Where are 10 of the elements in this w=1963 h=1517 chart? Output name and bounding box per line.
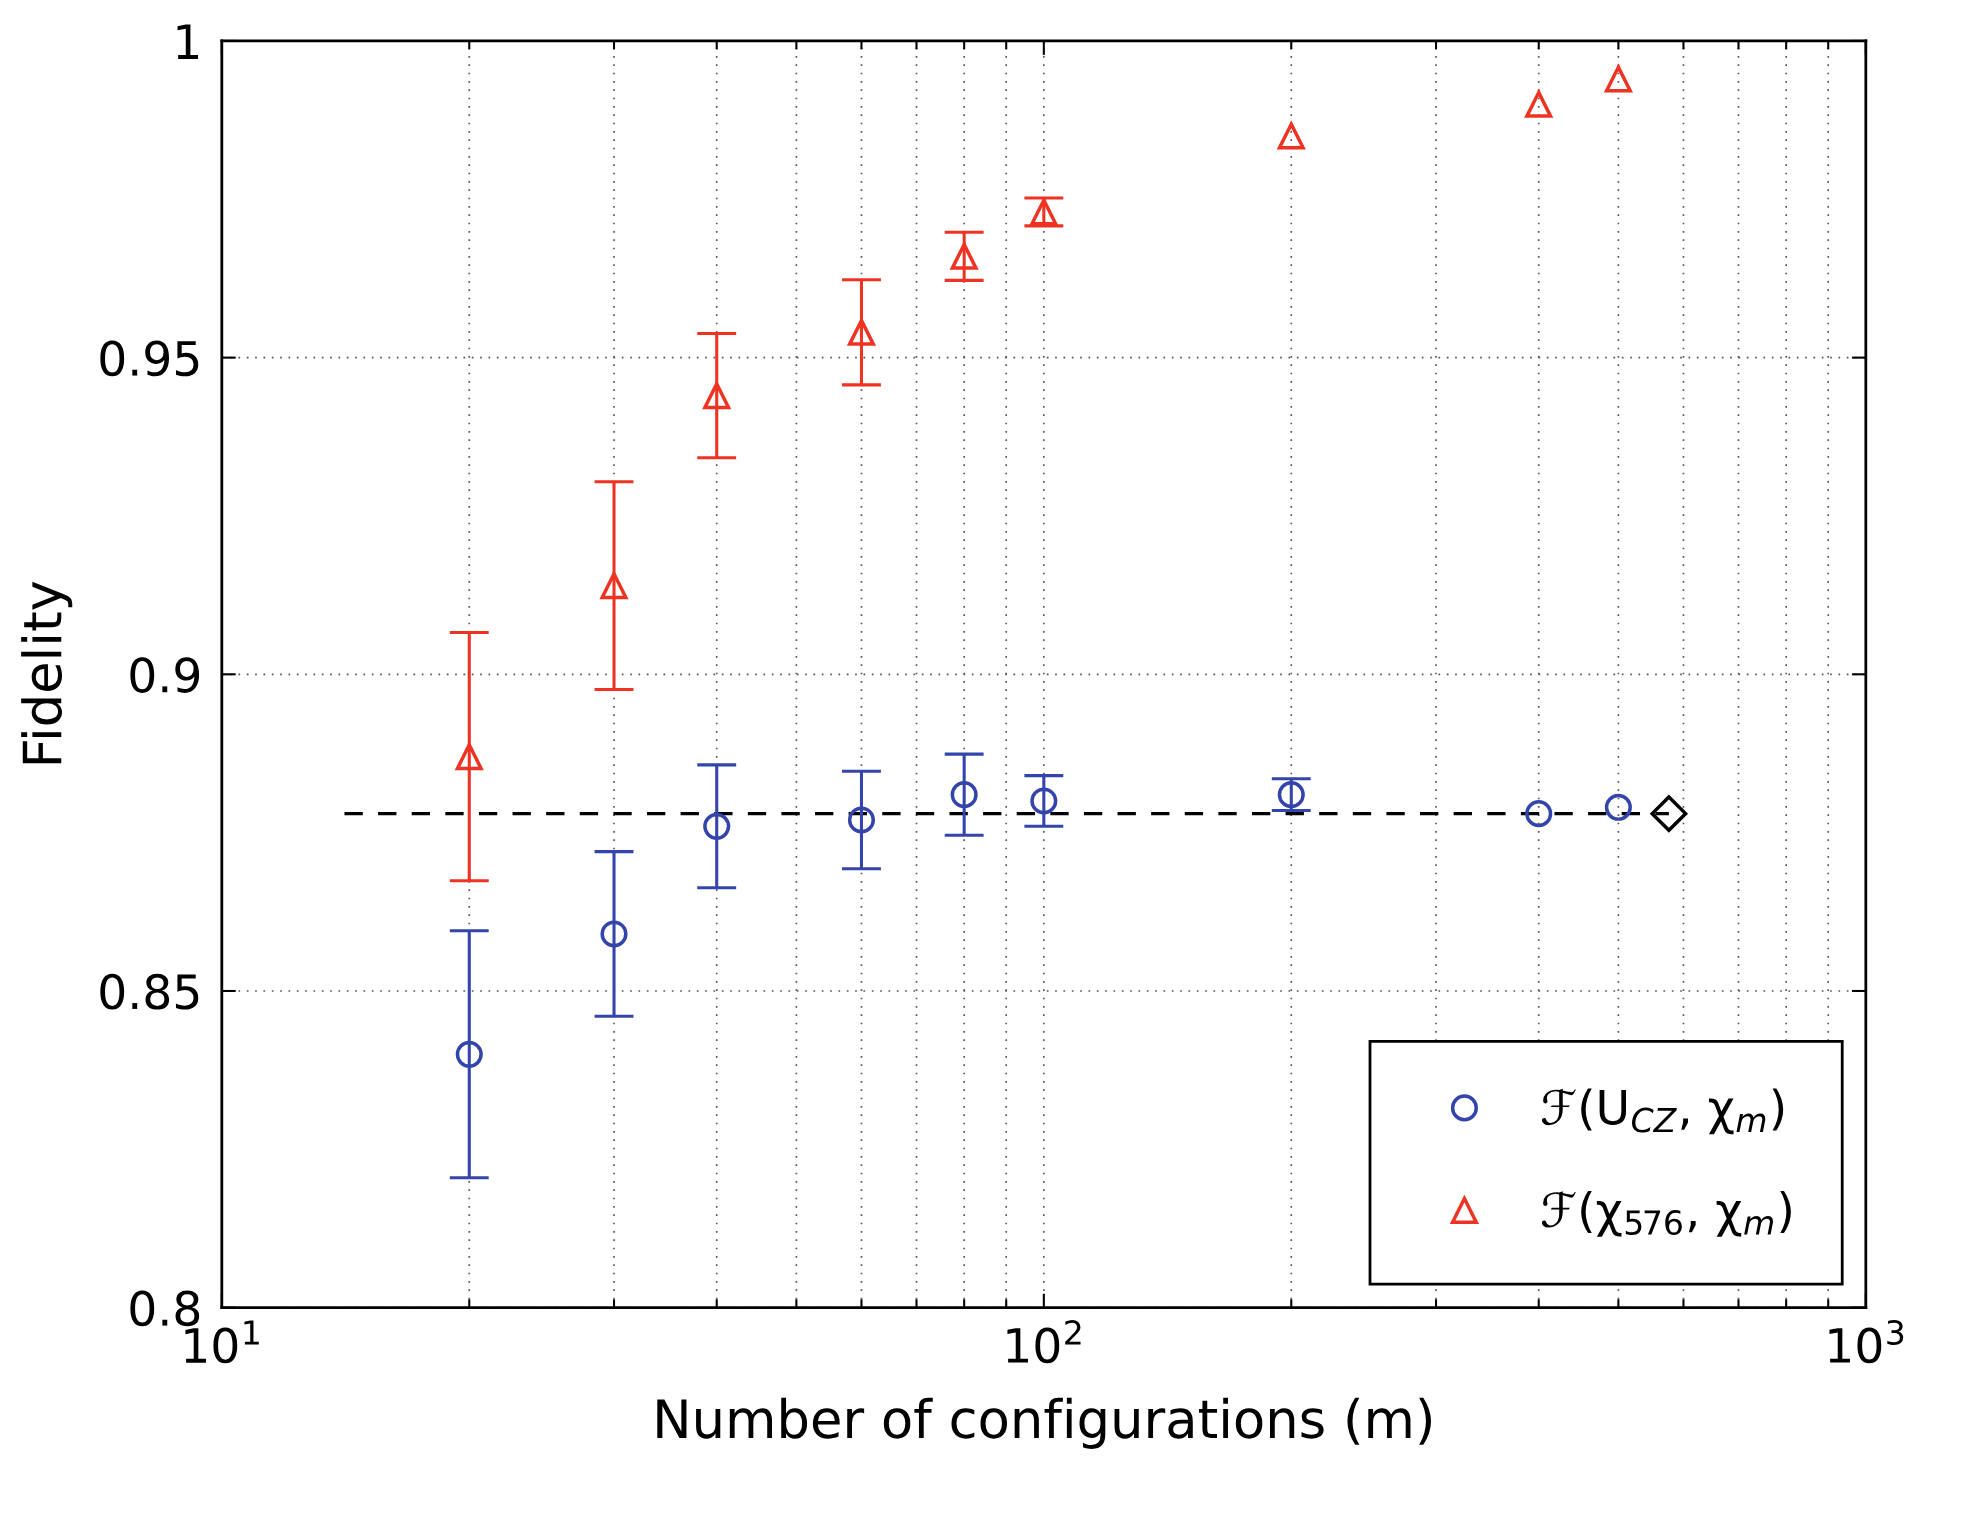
y-tick-label: 1 — [177, 24, 199, 59]
y-tick-label: 0.85 — [100, 973, 199, 1010]
y-tick-label: 0.95 — [100, 340, 199, 377]
y-axis-title: Fidelity — [21, 581, 73, 764]
legend-label: ℱ(U$_{CZ}$, χ$_{m}$) — [1541, 1088, 1784, 1135]
y-tick-label: 0.9 — [130, 657, 200, 693]
x-tick-label: 10$^{2}$ — [1007, 1320, 1081, 1364]
x-axis-title: Number of configurations (m) — [657, 1397, 1431, 1449]
legend-label: ℱ(χ$_{576}$, χ$_{m}$) — [1541, 1191, 1791, 1237]
x-tick-label: 10$^{3}$ — [1829, 1320, 1904, 1364]
